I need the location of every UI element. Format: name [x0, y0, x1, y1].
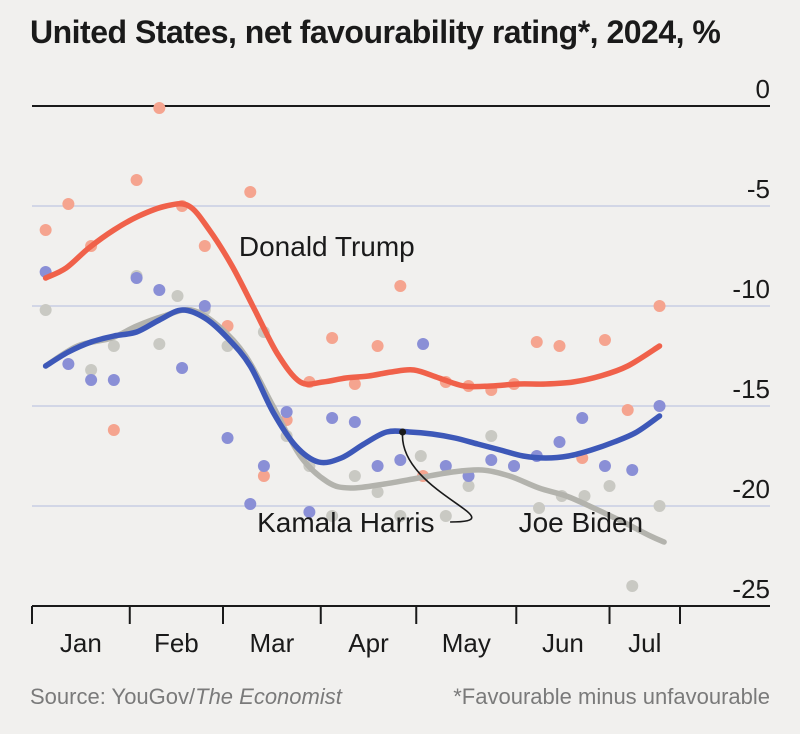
kamala-harris-poll-dot: [244, 498, 257, 510]
kamala-harris-poll-dot: [130, 272, 143, 284]
donald-trump-poll-dot: [107, 424, 120, 436]
label-donald-trump: Donald Trump: [239, 231, 415, 262]
donald-trump-poll-dot: [394, 280, 407, 292]
donald-trump-dots: [39, 102, 666, 482]
x-tick-label-feb: Feb: [154, 628, 199, 658]
joe-biden-poll-dot: [153, 338, 166, 350]
kamala-harris-poll-dot: [348, 416, 361, 428]
kamala-harris-dots: [39, 266, 666, 518]
kamala-harris-poll-dot: [598, 460, 611, 472]
x-tick-label-jun: Jun: [542, 628, 584, 658]
joe-biden-poll-dot: [85, 364, 98, 376]
joe-biden-poll-dot: [485, 430, 498, 442]
donald-trump-poll-dot: [530, 336, 543, 348]
donald-trump-poll-dot: [130, 174, 143, 186]
donald-trump-poll-dot: [244, 186, 257, 198]
donald-trump-poll-dot: [198, 240, 211, 252]
kamala-harris-poll-dot: [508, 460, 521, 472]
donald-trump-poll-dot: [598, 334, 611, 346]
kamala-harris-poll-dot: [198, 300, 211, 312]
kamala-harris-poll-dot: [439, 460, 452, 472]
joe-biden-poll-dot: [603, 480, 616, 492]
joe-biden-poll-dot: [348, 470, 361, 482]
kamala-harris-poll-dot: [221, 432, 234, 444]
donald-trump-poll-dot: [257, 470, 270, 482]
y-tick-label: -15: [732, 374, 770, 404]
donald-trump-line: [42, 201, 663, 390]
kamala-harris-poll-dot: [576, 412, 589, 424]
kamala-harris-poll-dot: [626, 464, 639, 476]
joe-biden-poll-dot: [533, 502, 546, 514]
joe-biden-poll-dot: [653, 500, 666, 512]
donald-trump-poll-dot: [153, 102, 166, 114]
donald-trump-poll-dot: [62, 198, 75, 210]
source-note: Source: YouGov/The Economist: [30, 684, 342, 710]
kamala-harris-poll-dot: [394, 454, 407, 466]
chart-title: United States, net favourability rating*…: [30, 14, 721, 50]
donald-trump-poll-dot: [621, 404, 634, 416]
x-tick-label-may: May: [442, 628, 491, 658]
joe-biden-dots: [39, 270, 666, 592]
donald-trump-poll-dot: [326, 332, 339, 344]
x-tick-label-jan: Jan: [60, 628, 102, 658]
kamala-harris-line: [42, 307, 663, 466]
joe-biden-poll-dot: [371, 486, 384, 498]
footnote: *Favourable minus unfavourable: [453, 684, 770, 709]
kamala-harris-poll-dot: [62, 358, 75, 370]
y-tick-label: -10: [732, 274, 770, 304]
source-label: Source: YouGov/: [30, 684, 196, 709]
joe-biden-poll-dot: [439, 510, 452, 522]
kamala-harris-poll-dot: [280, 406, 293, 418]
joe-biden-poll-dot: [39, 304, 52, 316]
joe-biden-poll-dot: [394, 510, 407, 522]
donald-trump-poll-dot: [39, 224, 52, 236]
y-tick-label: -25: [732, 574, 770, 604]
x-tick-label-apr: Apr: [348, 628, 389, 658]
x-tick-label-mar: Mar: [249, 628, 294, 658]
joe-biden-line: [42, 306, 667, 545]
donald-trump-poll-dot: [348, 378, 361, 390]
y-tick-label: -5: [747, 174, 770, 204]
kamala-harris-poll-dot: [326, 412, 339, 424]
kamala-harris-poll-dot: [485, 454, 498, 466]
kamala-harris-poll-dot: [257, 460, 270, 472]
joe-biden-poll-dot: [626, 580, 639, 592]
kamala-harris-poll-dot: [85, 374, 98, 386]
joe-biden-poll-dot: [578, 490, 591, 502]
joe-biden-poll-dot: [414, 450, 427, 462]
donald-trump-poll-dot: [653, 300, 666, 312]
kamala-harris-poll-dot: [371, 460, 384, 472]
joe-biden-poll-dot: [326, 510, 339, 522]
source-publication: The Economist: [195, 684, 342, 709]
joe-biden-poll-dot: [107, 340, 120, 352]
x-tick-label-jul: Jul: [628, 628, 661, 658]
x-axis: Jan Feb Mar Apr May Jun Jul: [31, 605, 770, 658]
y-tick-label: 0: [756, 74, 770, 104]
joe-biden-poll-dot: [171, 290, 184, 302]
label-kamala-harris: Kamala Harris: [257, 507, 434, 538]
gridlines: 0 -5 -10 -15 -20 -25: [32, 74, 770, 607]
donald-trump-poll-dot: [371, 340, 384, 352]
annotations: Donald Trump Kamala Harris Joe Biden: [239, 231, 643, 538]
series-lines: [42, 201, 667, 545]
kamala-harris-poll-dot: [303, 506, 316, 518]
pointer-kamala-harris: [401, 431, 473, 523]
kamala-harris-poll-dot: [176, 362, 189, 374]
kamala-harris-poll-dot: [553, 436, 566, 448]
kamala-harris-poll-dot: [653, 400, 666, 412]
kamala-harris-poll-dot: [153, 284, 166, 296]
kamala-harris-poll-dot: [107, 374, 120, 386]
pointer-dot-kamala-harris: [399, 428, 407, 436]
y-tick-label: -20: [732, 474, 770, 504]
joe-biden-poll-dot: [462, 480, 475, 492]
label-joe-biden: Joe Biden: [519, 507, 644, 538]
donald-trump-poll-dot: [553, 340, 566, 352]
kamala-harris-poll-dot: [417, 338, 430, 350]
